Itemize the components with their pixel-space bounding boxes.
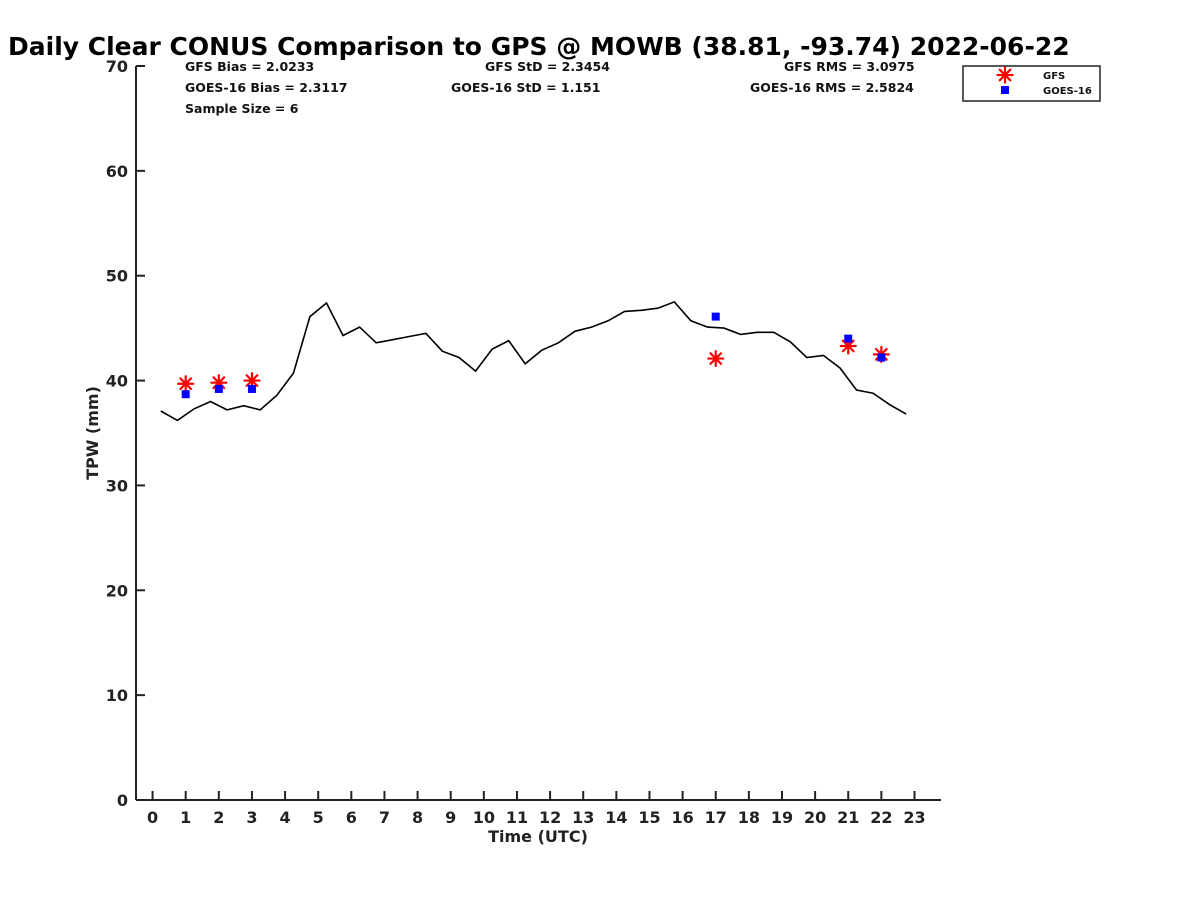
gfs-point <box>177 375 195 393</box>
goes-point <box>181 390 190 399</box>
x-tick-label: 15 <box>638 808 660 827</box>
y-tick-label: 40 <box>106 372 128 391</box>
x-tick-label: 18 <box>738 808 760 827</box>
x-tick-label: 13 <box>572 808 594 827</box>
y-tick-label: 10 <box>106 686 128 705</box>
stat-gfs-bias: GFS Bias = 2.0233 <box>185 59 314 74</box>
gfs-point <box>707 349 725 368</box>
legend-goes-marker <box>1001 86 1009 94</box>
x-tick-label: 4 <box>280 808 291 827</box>
x-tick-label: 8 <box>412 808 423 827</box>
y-ticks: 0 10 20 30 40 50 60 70 <box>106 57 145 810</box>
x-ticks: 0 1 2 3 4 5 6 7 8 9 10 11 12 13 14 15 16 17 18 19 20 21 22 23 <box>147 791 926 827</box>
stat-goes-rms: GOES-16 RMS = 2.5824 <box>750 80 914 95</box>
goes-point <box>844 334 853 343</box>
goes-point <box>877 353 886 362</box>
stats-block: GFS Bias = 2.0233 GFS StD = 2.3454 GFS R… <box>185 59 915 116</box>
x-tick-label: 19 <box>771 808 793 827</box>
goes-point <box>247 384 256 393</box>
x-axis-label: Time (UTC) <box>488 827 588 846</box>
stat-gfs-rms: GFS RMS = 3.0975 <box>784 59 915 74</box>
axes <box>135 66 941 801</box>
x-tick-label: 22 <box>870 808 892 827</box>
stat-sample-size: Sample Size = 6 <box>185 101 299 116</box>
x-tick-label: 21 <box>837 808 859 827</box>
x-tick-label: 7 <box>379 808 390 827</box>
x-tick-label: 20 <box>804 808 826 827</box>
x-tick-label: 2 <box>213 808 224 827</box>
goes-point <box>214 384 223 393</box>
x-tick-label: 5 <box>313 808 324 827</box>
y-tick-label: 20 <box>106 581 128 600</box>
x-tick-label: 9 <box>445 808 456 827</box>
x-tick-label: 0 <box>147 808 158 827</box>
y-tick-label: 30 <box>106 476 128 495</box>
x-tick-label: 16 <box>671 808 693 827</box>
y-tick-label: 70 <box>106 57 128 76</box>
gps-line <box>160 300 907 422</box>
x-tick-label: 11 <box>506 808 528 827</box>
stat-goes-bias: GOES-16 Bias = 2.3117 <box>185 80 347 95</box>
y-axis-label: TPW (mm) <box>83 386 102 480</box>
x-tick-label: 23 <box>903 808 925 827</box>
goes-point <box>711 312 720 321</box>
plot-area <box>160 300 907 422</box>
legend-goes-label: GOES-16 <box>1043 86 1092 97</box>
stat-gfs-std: GFS StD = 2.3454 <box>485 59 610 74</box>
legend-gfs-marker <box>996 66 1014 84</box>
gfs-markers <box>177 337 890 393</box>
y-tick-label: 60 <box>106 162 128 181</box>
x-tick-label: 12 <box>539 808 561 827</box>
chart-title: Daily Clear CONUS Comparison to GPS @ MO… <box>8 32 1070 61</box>
legend-gfs-asterisk <box>996 66 1014 84</box>
x-tick-label: 6 <box>346 808 357 827</box>
stat-goes-std: GOES-16 StD = 1.151 <box>451 80 600 95</box>
legend-box <box>962 65 1101 102</box>
y-tick-label: 0 <box>117 791 128 810</box>
x-tick-label: 14 <box>605 808 627 827</box>
y-tick-label: 50 <box>106 267 128 286</box>
goes-markers <box>181 312 886 399</box>
legend: GFS GOES-16 <box>962 65 1101 102</box>
x-tick-label: 10 <box>473 808 495 827</box>
x-tick-label: 1 <box>180 808 191 827</box>
x-tick-label: 3 <box>246 808 257 827</box>
legend-gfs-label: GFS <box>1043 71 1065 82</box>
x-tick-label: 17 <box>705 808 727 827</box>
